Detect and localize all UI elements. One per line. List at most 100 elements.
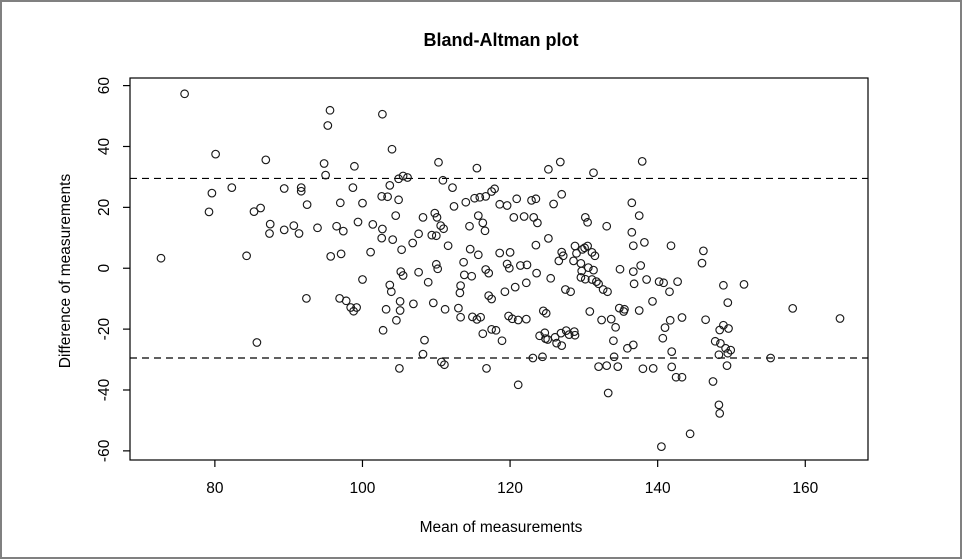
data-point: [319, 159, 329, 168]
data-point: [611, 322, 620, 332]
data-point: [388, 235, 398, 244]
data-point: [338, 226, 348, 236]
data-point: [430, 208, 440, 218]
data-point: [550, 332, 560, 342]
plot-box: [129, 77, 869, 461]
data-point: [482, 364, 491, 373]
data-point: [473, 211, 483, 220]
data-point: [583, 241, 592, 251]
data-point: [478, 218, 488, 228]
data-point: [569, 256, 578, 266]
data-point: [443, 241, 453, 251]
data-point: [628, 340, 638, 350]
data-point: [710, 336, 720, 346]
data-point: [296, 186, 306, 196]
data-point: [576, 259, 586, 268]
data-point: [487, 325, 496, 334]
data-point: [666, 241, 676, 251]
y-tick-label: 20: [96, 198, 113, 216]
data-point: [552, 338, 561, 348]
data-point: [454, 303, 463, 313]
data-point: [433, 264, 443, 274]
data-point: [385, 181, 395, 190]
data-point: [570, 241, 580, 251]
y-tick-label: -40: [96, 378, 113, 401]
data-point: [580, 213, 590, 222]
data-point: [657, 442, 666, 451]
data-point: [615, 264, 625, 274]
data-point: [766, 353, 775, 363]
data-point: [634, 211, 644, 220]
data-point: [398, 171, 408, 181]
data-point: [242, 251, 251, 261]
data-point: [204, 207, 214, 217]
data-point: [414, 229, 423, 239]
data-point: [414, 267, 423, 277]
data-point: [465, 244, 475, 254]
data-point: [478, 329, 488, 339]
data-point: [570, 330, 580, 340]
data-point: [378, 109, 387, 119]
data-point: [313, 223, 322, 233]
data-point: [512, 194, 522, 204]
data-point: [398, 271, 408, 280]
data-point: [724, 324, 733, 333]
data-point: [472, 163, 482, 173]
data-point: [546, 273, 556, 283]
data-point: [261, 155, 271, 165]
x-axis-label: Mean of measurements: [419, 519, 583, 536]
data-point: [180, 89, 189, 99]
data-point: [569, 327, 579, 336]
data-point: [594, 279, 603, 289]
data-point: [386, 287, 396, 297]
data-point: [505, 248, 515, 257]
data-point: [541, 308, 551, 318]
data-point: [497, 336, 507, 346]
data-point: [448, 183, 457, 192]
data-point: [403, 173, 412, 182]
data-point: [576, 273, 586, 282]
data-point: [408, 238, 418, 248]
x-tick-label: 140: [645, 480, 671, 497]
data-point: [521, 278, 531, 288]
data-point: [521, 314, 531, 324]
data-point: [470, 193, 479, 203]
data-point: [557, 341, 567, 350]
data-point: [436, 221, 446, 230]
data-point: [555, 157, 565, 167]
data-point: [532, 268, 541, 278]
data-point: [516, 261, 525, 270]
data-point: [642, 275, 651, 284]
data-point: [473, 250, 483, 260]
data-point: [484, 268, 494, 278]
data-point: [589, 168, 598, 178]
data-point: [613, 362, 623, 371]
data-point: [589, 265, 598, 275]
data-point: [603, 388, 613, 398]
data-point: [640, 238, 649, 247]
y-tick-label: -60: [96, 439, 113, 462]
data-point: [671, 372, 681, 382]
data-point: [590, 251, 600, 261]
data-point: [456, 312, 465, 322]
data-point: [531, 194, 541, 204]
data-point: [348, 183, 358, 192]
data-point: [538, 306, 548, 316]
data-point: [677, 313, 687, 322]
y-tick-label: 40: [96, 137, 113, 155]
data-point: [699, 246, 708, 256]
data-point: [648, 364, 658, 373]
data-point: [538, 352, 547, 362]
data-point: [468, 312, 477, 322]
data-point: [461, 197, 471, 207]
data-point: [513, 315, 523, 325]
data-point: [459, 270, 469, 280]
data-point: [660, 323, 670, 332]
data-point: [628, 241, 638, 251]
data-point: [500, 287, 510, 297]
data-point: [383, 192, 392, 202]
data-point: [391, 211, 401, 220]
data-point: [509, 213, 519, 222]
data-point: [431, 231, 441, 241]
data-point: [714, 400, 724, 410]
